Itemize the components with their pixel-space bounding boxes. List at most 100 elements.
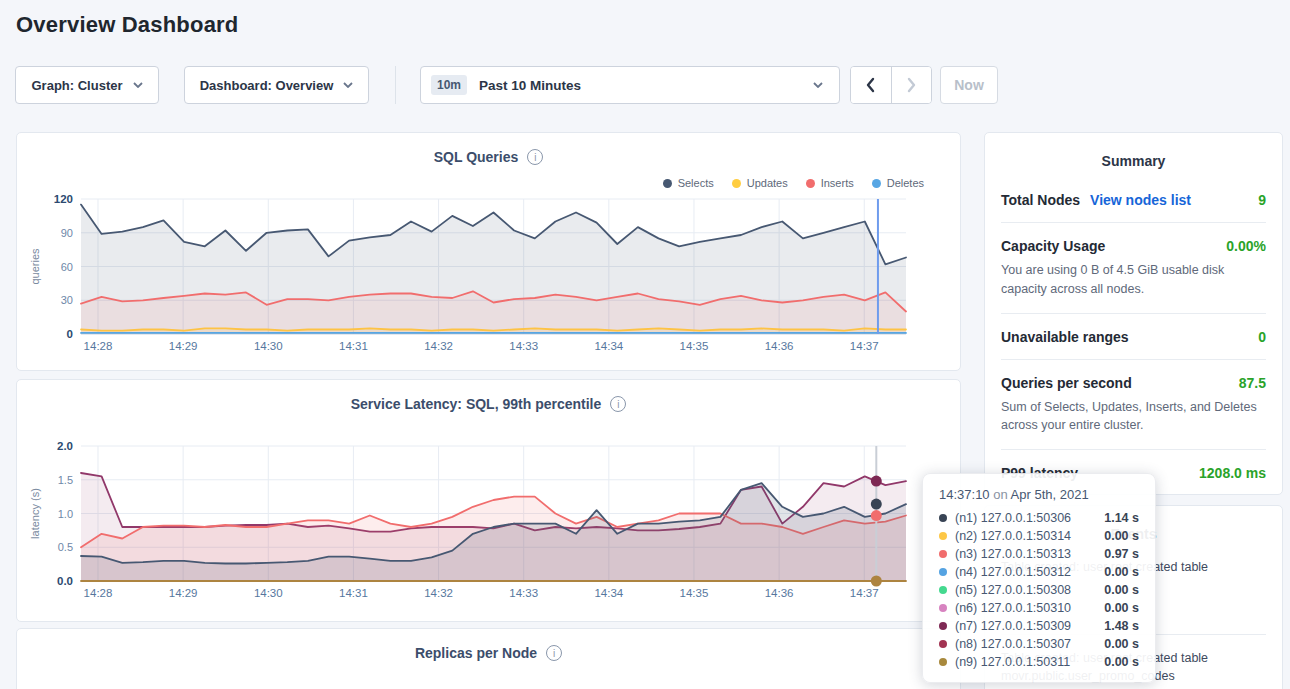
time-range-label: Past 10 Minutes xyxy=(479,78,801,93)
dashboard-dropdown-label: Dashboard: Overview xyxy=(200,78,334,93)
chevron-down-icon xyxy=(813,82,823,88)
svg-text:0.0: 0.0 xyxy=(57,575,73,587)
time-range-badge: 10m xyxy=(431,75,467,95)
svg-text:120: 120 xyxy=(54,193,73,205)
info-icon[interactable] xyxy=(546,645,562,661)
node-color-dot xyxy=(939,658,947,666)
graph-dropdown[interactable]: Graph: Cluster xyxy=(15,66,159,104)
node-color-dot xyxy=(939,568,947,576)
view-nodes-list-link[interactable]: View nodes list xyxy=(1090,192,1191,208)
svg-text:60: 60 xyxy=(61,261,73,273)
node-color-dot xyxy=(939,604,947,612)
svg-text:14:28: 14:28 xyxy=(84,340,113,352)
next-time-button[interactable] xyxy=(891,67,932,103)
tooltip-node-row: (n8) 127.0.0.1:503070.00 s xyxy=(939,635,1139,653)
svg-text:2.0: 2.0 xyxy=(57,440,73,452)
toolbar: Graph: Cluster Dashboard: Overview 10m P… xyxy=(15,66,998,104)
svg-text:14:31: 14:31 xyxy=(339,340,368,352)
chevron-right-icon xyxy=(906,77,917,93)
total-nodes-label: Total Nodes xyxy=(1001,192,1080,208)
summary-title: Summary xyxy=(1001,153,1266,169)
sql-chart-legend: SelectsUpdatesInsertsDeletes xyxy=(663,177,924,189)
service-latency-chart-title: Service Latency: SQL, 99th percentile xyxy=(17,396,960,412)
tooltip-node-row: (n5) 127.0.0.1:503080.00 s xyxy=(939,581,1139,599)
unavailable-ranges-label: Unavailable ranges xyxy=(1001,329,1129,345)
svg-text:14:35: 14:35 xyxy=(680,587,709,599)
p99-latency-value: 1208.0 ms xyxy=(1199,465,1266,481)
svg-text:14:34: 14:34 xyxy=(594,340,623,352)
summary-row-qps: Queries per second 87.5 Sum of Selects, … xyxy=(1001,360,1266,451)
service-latency-panel: Service Latency: SQL, 99th percentile 14… xyxy=(16,379,961,622)
tooltip-node-row: (n9) 127.0.0.1:503110.00 s xyxy=(939,653,1139,671)
total-nodes-value: 9 xyxy=(1258,192,1266,208)
info-icon[interactable] xyxy=(527,149,543,165)
sql-queries-chart-title: SQL Queries xyxy=(17,149,960,165)
legend-item-updates: Updates xyxy=(732,177,788,189)
svg-text:14:37: 14:37 xyxy=(850,340,879,352)
svg-text:14:30: 14:30 xyxy=(254,587,283,599)
svg-text:14:32: 14:32 xyxy=(424,587,453,599)
service-latency-chart[interactable]: 14:2814:2914:3014:3114:3214:3314:3414:35… xyxy=(17,440,960,612)
page-title: Overview Dashboard xyxy=(16,12,238,38)
chevron-down-icon xyxy=(133,82,143,88)
svg-text:14:31: 14:31 xyxy=(339,587,368,599)
unavailable-ranges-value: 0 xyxy=(1258,329,1266,345)
svg-text:14:37: 14:37 xyxy=(850,587,879,599)
info-icon[interactable] xyxy=(610,396,626,412)
dashboard-dropdown[interactable]: Dashboard: Overview xyxy=(184,66,369,104)
chevron-down-icon xyxy=(343,82,353,88)
tooltip-node-row: (n7) 127.0.0.1:503091.48 s xyxy=(939,617,1139,635)
svg-text:14:32: 14:32 xyxy=(424,340,453,352)
svg-text:14:35: 14:35 xyxy=(680,340,709,352)
now-button[interactable]: Now xyxy=(940,66,998,104)
replicas-per-node-panel: Replicas per Node xyxy=(16,628,961,689)
legend-dot xyxy=(663,179,672,188)
summary-row-unavailable-ranges: Unavailable ranges 0 xyxy=(1001,314,1266,360)
svg-text:14:36: 14:36 xyxy=(765,340,794,352)
svg-text:0.5: 0.5 xyxy=(58,541,73,553)
toolbar-divider xyxy=(395,66,396,104)
svg-text:1.0: 1.0 xyxy=(58,508,73,520)
node-color-dot xyxy=(939,532,947,540)
legend-dot xyxy=(806,179,815,188)
chevron-left-icon xyxy=(865,77,876,93)
graph-dropdown-label: Graph: Cluster xyxy=(31,78,122,93)
tooltip-timestamp: 14:37:10 on Apr 5th, 2021 xyxy=(939,487,1139,502)
tooltip-node-row: (n2) 127.0.0.1:503140.00 s xyxy=(939,527,1139,545)
legend-item-selects: Selects xyxy=(663,177,714,189)
svg-text:14:36: 14:36 xyxy=(765,587,794,599)
time-range-selector[interactable]: 10m Past 10 Minutes xyxy=(420,66,840,104)
svg-text:14:29: 14:29 xyxy=(169,340,198,352)
node-color-dot xyxy=(939,640,947,648)
svg-text:90: 90 xyxy=(61,227,73,239)
node-color-dot xyxy=(939,514,947,522)
summary-panel: Summary Total Nodes View nodes list 9 Ca… xyxy=(984,132,1283,495)
legend-item-deletes: Deletes xyxy=(872,177,924,189)
svg-text:14:33: 14:33 xyxy=(509,340,538,352)
qps-description: Sum of Selects, Updates, Inserts, and De… xyxy=(1001,398,1266,436)
tooltip-node-row: (n6) 127.0.0.1:503100.00 s xyxy=(939,599,1139,617)
svg-text:queries: queries xyxy=(29,248,41,285)
svg-text:latency (s): latency (s) xyxy=(29,488,41,539)
legend-dot xyxy=(732,179,741,188)
legend-dot xyxy=(872,179,881,188)
replicas-chart-title: Replicas per Node xyxy=(17,645,960,661)
svg-text:30: 30 xyxy=(61,294,73,306)
capacity-usage-description: You are using 0 B of 4.5 GiB usable disk… xyxy=(1001,261,1266,299)
svg-text:0: 0 xyxy=(67,328,73,340)
sql-queries-chart[interactable]: 14:2814:2914:3014:3114:3214:3314:3414:35… xyxy=(17,193,960,365)
tooltip-rows: (n1) 127.0.0.1:503061.14 s(n2) 127.0.0.1… xyxy=(939,509,1139,671)
tooltip-node-row: (n1) 127.0.0.1:503061.14 s xyxy=(939,509,1139,527)
sql-queries-panel: SQL Queries SelectsUpdatesInsertsDeletes… xyxy=(16,132,961,371)
svg-text:14:33: 14:33 xyxy=(509,587,538,599)
svg-text:1.5: 1.5 xyxy=(58,474,73,486)
time-step-buttons xyxy=(850,66,932,104)
capacity-usage-value: 0.00% xyxy=(1226,238,1266,254)
chart-hover-tooltip: 14:37:10 on Apr 5th, 2021 (n1) 127.0.0.1… xyxy=(922,473,1156,683)
svg-text:14:29: 14:29 xyxy=(169,587,198,599)
tooltip-node-row: (n4) 127.0.0.1:503120.00 s xyxy=(939,563,1139,581)
previous-time-button[interactable] xyxy=(851,67,891,103)
tooltip-node-row: (n3) 127.0.0.1:503130.97 s xyxy=(939,545,1139,563)
node-color-dot xyxy=(939,622,947,630)
node-color-dot xyxy=(939,550,947,558)
